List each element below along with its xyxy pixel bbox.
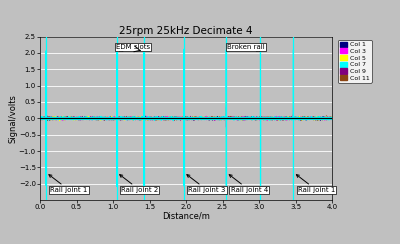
Col 5: [224, 93, 228, 96]
Col 1: [330, 116, 334, 119]
Col 9: [224, 106, 228, 109]
Text: Rail joint 3: Rail joint 3: [187, 175, 226, 193]
Legend: Col 1, Col 3, Col 5, Col 7, Col 9, Col 11: Col 1, Col 3, Col 5, Col 7, Col 9, Col 1…: [338, 40, 372, 83]
Col 11: [270, 117, 274, 120]
Col 3: [291, 103, 296, 106]
Y-axis label: Signal/volts: Signal/volts: [8, 94, 17, 143]
Col 3: [330, 116, 334, 119]
Col 5: [210, 116, 215, 119]
Col 11: [114, 112, 119, 115]
Text: Rail joint 1: Rail joint 1: [296, 175, 335, 193]
Col 5: [254, 116, 259, 119]
Col 11: [102, 119, 107, 122]
Col 9: [254, 116, 259, 119]
Line: Col 3: Col 3: [40, 105, 332, 129]
Line: Col 7: Col 7: [40, 49, 332, 187]
Col 5: [223, 116, 228, 119]
X-axis label: Distance/m: Distance/m: [162, 212, 210, 221]
Col 3: [223, 117, 228, 120]
Line: Col 11: Col 11: [40, 114, 332, 121]
Col 7: [143, 118, 148, 121]
Text: Rail joint 1: Rail joint 1: [49, 175, 88, 193]
Text: Rail joint 2: Rail joint 2: [120, 175, 158, 193]
Col 7: [52, 116, 57, 119]
Col 9: [210, 116, 215, 119]
Col 9: [114, 125, 119, 128]
Col 11: [330, 117, 334, 120]
Col 7: [38, 117, 42, 120]
Col 1: [52, 117, 57, 120]
Col 9: [38, 116, 42, 119]
Col 7: [223, 115, 228, 118]
Col 7: [330, 118, 334, 121]
Col 7: [258, 47, 263, 50]
Col 9: [270, 116, 274, 119]
Text: Rail joint 4: Rail joint 4: [229, 175, 268, 193]
Col 3: [254, 117, 259, 120]
Col 11: [254, 117, 259, 120]
Col 7: [291, 185, 296, 188]
Col 3: [52, 116, 57, 119]
Col 5: [38, 116, 42, 119]
Col 11: [210, 117, 215, 120]
Line: Col 5: Col 5: [40, 95, 332, 172]
Line: Col 1: Col 1: [40, 113, 332, 121]
Col 1: [210, 117, 215, 120]
Col 1: [254, 117, 259, 120]
Col 1: [143, 118, 148, 121]
Title: 25rpm 25kHz Decimate 4: 25rpm 25kHz Decimate 4: [119, 26, 253, 36]
Col 7: [254, 117, 259, 120]
Text: Broken rail: Broken rail: [227, 44, 265, 51]
Col 5: [143, 117, 148, 120]
Col 3: [143, 117, 148, 120]
Col 9: [143, 117, 148, 120]
Line: Col 9: Col 9: [40, 107, 332, 127]
Col 3: [210, 117, 215, 120]
Col 11: [223, 117, 228, 120]
Col 9: [330, 117, 334, 120]
Col 3: [38, 117, 42, 120]
Col 1: [316, 119, 320, 122]
Col 3: [141, 128, 146, 131]
Col 1: [270, 118, 274, 121]
Col 1: [38, 117, 42, 120]
Col 1: [223, 117, 228, 120]
Col 5: [330, 117, 334, 120]
Col 7: [270, 116, 274, 119]
Col 5: [270, 117, 274, 120]
Col 11: [38, 117, 42, 120]
Col 7: [210, 117, 215, 120]
Col 5: [291, 171, 296, 173]
Text: EDM slots: EDM slots: [116, 44, 150, 51]
Col 11: [143, 117, 148, 120]
Col 9: [223, 117, 228, 120]
Col 11: [52, 116, 57, 119]
Col 1: [258, 112, 263, 114]
Col 3: [270, 117, 274, 120]
Col 5: [52, 117, 57, 120]
Col 9: [52, 116, 57, 119]
